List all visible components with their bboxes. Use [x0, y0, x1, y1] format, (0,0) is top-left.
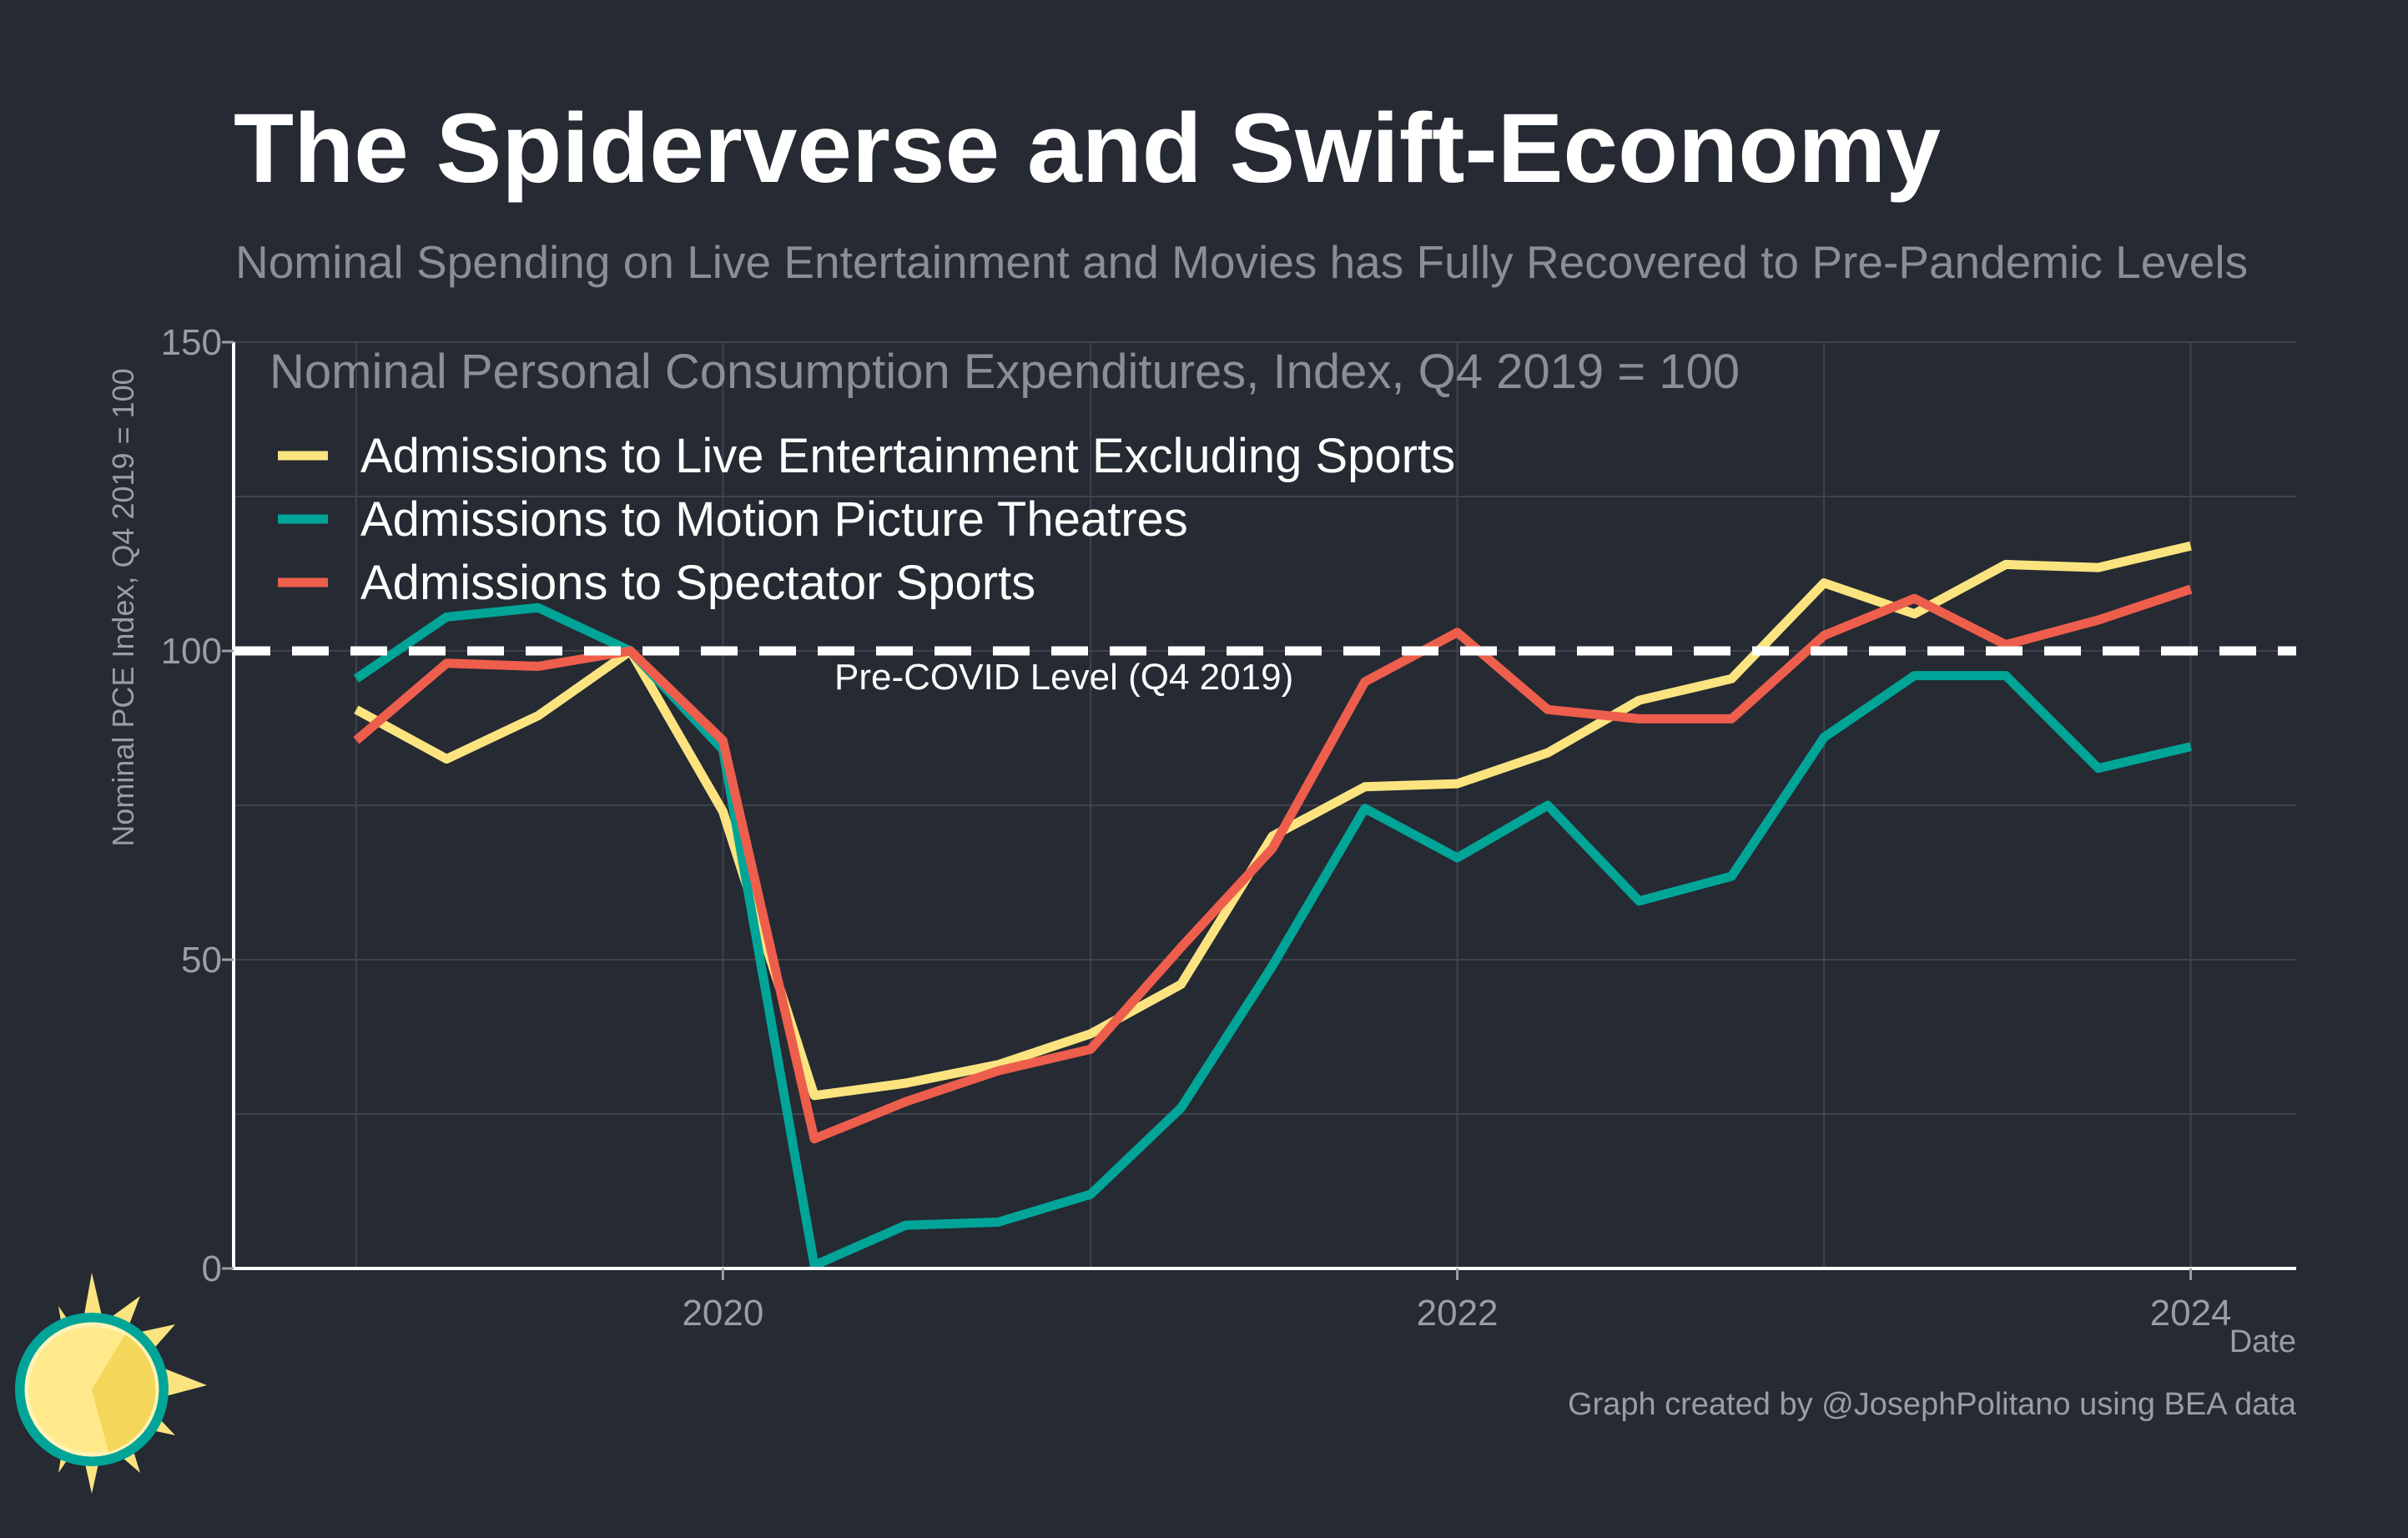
- legend-label: Admissions to Spectator Sports: [360, 556, 1035, 610]
- source-credit: Graph created by @JosephPolitano using B…: [1567, 1387, 2296, 1422]
- page-subtitle: Nominal Spending on Live Entertainment a…: [235, 236, 2249, 288]
- reference-line-label: Pre-COVID Level (Q4 2019): [834, 657, 1293, 698]
- series-line: [353, 603, 2192, 1270]
- legend: Admissions to Live Entertainment Excludi…: [278, 429, 1455, 610]
- x-tick-label: 2022: [1417, 1293, 1499, 1334]
- axes: 0 50 100 150 2020 2022 2024: [161, 322, 2296, 1334]
- sun-shade: [92, 1334, 156, 1452]
- page-title: The Spiderverse and Swift-Economy: [234, 93, 1941, 204]
- series-line: [353, 584, 2193, 1144]
- chart-title: Nominal Personal Consumption Expenditure…: [270, 345, 1740, 399]
- y-tick-label: 0: [202, 1248, 222, 1289]
- x-tick-label: 2020: [682, 1293, 763, 1334]
- legend-label: Admissions to Live Entertainment Excludi…: [360, 429, 1455, 483]
- series-line: [354, 541, 2192, 1101]
- x-tick-label: 2024: [2150, 1293, 2232, 1334]
- y-tick-label: 50: [181, 940, 222, 981]
- y-tick-label: 150: [161, 322, 222, 363]
- series-lines: [353, 541, 2193, 1270]
- legend-label: Admissions to Motion Picture Theatres: [360, 492, 1188, 547]
- y-axis-label: Nominal PCE Index, Q4 2019 = 100: [106, 368, 140, 846]
- sun-logo-icon: [15, 1273, 207, 1494]
- y-tick-label: 100: [161, 631, 222, 672]
- x-axis-label: Date: [2229, 1324, 2296, 1359]
